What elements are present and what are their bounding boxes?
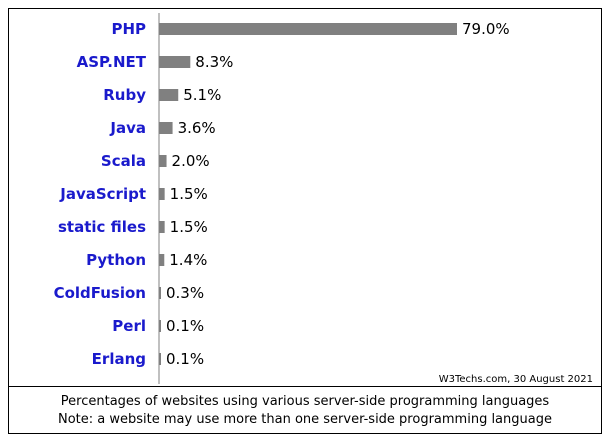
category-label-javascript[interactable]: JavaScript [59,185,146,203]
category-label-coldfusion[interactable]: ColdFusion [54,284,146,302]
value-label-coldfusion: 0.3% [166,284,204,302]
bar-scala [159,155,167,167]
category-label-php[interactable]: PHP [111,20,146,38]
value-label-java: 3.6% [178,119,216,137]
bar-java [159,122,173,134]
category-label-erlang[interactable]: Erlang [92,350,146,368]
category-label-java[interactable]: Java [109,119,146,137]
value-label-php: 79.0% [462,20,510,38]
bar-coldfusion [159,287,161,299]
value-label-javascript: 1.5% [170,185,208,203]
value-label-scala: 2.0% [172,152,210,170]
bar-static-files [159,221,165,233]
category-label-asp-net[interactable]: ASP.NET [77,53,147,71]
bar-perl [159,320,161,332]
value-label-erlang: 0.1% [166,350,204,368]
category-label-static-files[interactable]: static files [58,218,146,236]
bar-python [159,254,165,266]
category-label-ruby[interactable]: Ruby [103,86,146,104]
value-label-python: 1.4% [169,251,207,269]
chart-frame: PHP 79.0% ASP.NET 8.3% Ruby 5.1% Java 3.6% Scala… [8,8,602,434]
bar-erlang [159,353,161,365]
value-label-static-files: 1.5% [170,218,208,236]
category-label-perl[interactable]: Perl [112,317,146,335]
bar-asp-net [159,56,191,68]
value-label-asp-net: 8.3% [195,53,233,71]
category-label-python[interactable]: Python [86,251,146,269]
caption-line-2: Note: a website may use more than one se… [58,412,552,427]
bar-chart: PHP 79.0% ASP.NET 8.3% Ruby 5.1% Java 3.6% Scala… [54,13,510,384]
bar-php [159,23,457,35]
caption-line-1: Percentages of websites using various se… [60,394,550,409]
bar-javascript [159,188,165,200]
value-label-perl: 0.1% [166,317,204,335]
caption-divider [9,386,601,387]
value-label-ruby: 5.1% [183,86,221,104]
chart-caption: Percentages of websites using various se… [9,393,601,429]
source-credit: W3Techs.com, 30 August 2021 [438,374,593,385]
bar-ruby [159,89,179,101]
category-label-scala[interactable]: Scala [101,152,146,170]
